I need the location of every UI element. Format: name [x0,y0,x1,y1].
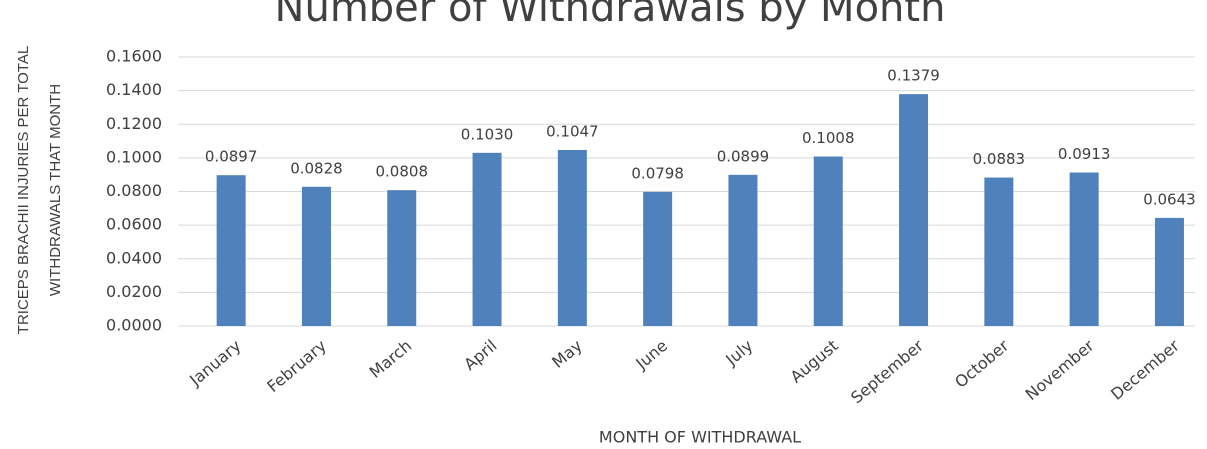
x-tick-label: October [951,336,1013,392]
y-tick-label: 0.1000 [106,147,162,166]
x-tick-label: August [787,336,842,387]
x-tick-label: July [721,336,756,370]
bar [1154,217,1184,326]
y-axis-label: WITHDRAWALS THAT MONTH [47,84,64,296]
y-tick-label: 0.0600 [106,215,162,234]
bar [899,94,929,326]
bar [557,149,587,326]
y-tick-label: 0.0200 [106,282,162,301]
x-tick-label: September [847,336,927,408]
value-label: 0.1030 [461,125,514,143]
value-label: 0.0828 [290,159,343,177]
y-tick-label: 0.0400 [106,248,162,267]
bar [643,191,673,326]
x-tick-label: December [1107,336,1183,404]
bar [472,152,502,326]
x-axis-label: MONTH OF WITHDRAWAL [599,428,801,447]
y-tick-label: 0.1600 [106,47,162,66]
y-axis-label: TRICEPS BRACHII INJURIES PER TOTAL [15,46,32,334]
x-tick-label: March [366,336,416,382]
y-tick-label: 0.0000 [106,316,162,335]
value-label: 0.0913 [1058,145,1111,163]
bar [1069,172,1099,326]
bar [813,156,843,326]
value-label: 0.0808 [376,163,429,181]
value-label: 0.0897 [205,148,258,166]
value-label: 0.1379 [887,67,940,85]
bar [387,190,417,326]
bar [301,186,331,326]
value-label: 0.0643 [1143,190,1196,208]
value-label: 0.0798 [631,164,684,182]
x-tick-label: January [185,336,244,390]
chart-title: Number of Withdrawals by Month [275,0,946,31]
x-tick-label: November [1022,336,1098,404]
value-label: 0.1047 [546,122,599,140]
y-tick-label: 0.1200 [106,114,162,133]
bar [984,177,1014,326]
x-tick-label: May [548,336,586,372]
value-label: 0.1008 [802,129,855,147]
value-label: 0.0883 [973,150,1026,168]
x-tick-label: April [460,336,500,374]
x-tick-label: June [631,336,671,374]
x-tick-label: February [263,336,330,396]
y-tick-label: 0.0800 [106,181,162,200]
bar [728,174,758,326]
value-label: 0.0899 [717,147,770,165]
y-tick-label: 0.1400 [106,80,162,99]
bar [216,175,246,326]
